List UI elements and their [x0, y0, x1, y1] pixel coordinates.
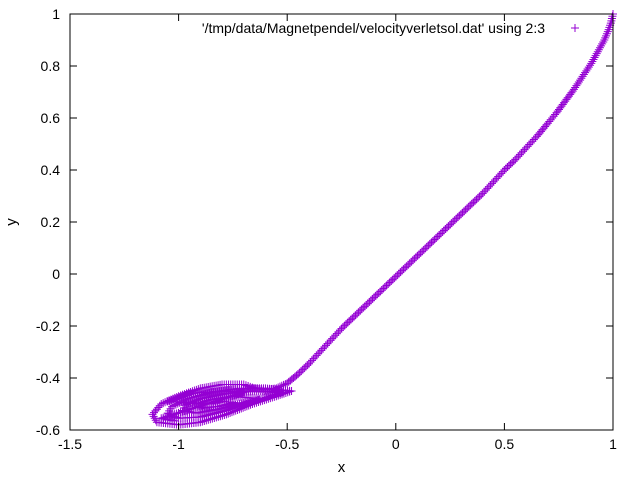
- data-point: [234, 390, 243, 399]
- x-tick-label: 0: [392, 436, 400, 452]
- data-point: [171, 394, 180, 403]
- data-point: [602, 29, 611, 38]
- axis-ticks: -1.5 -1 -0.5 0 0.5 1 -0.6 -0.4 -0.2 0 0.2 0.4 0.6 0.8…: [36, 6, 617, 452]
- data-point: [195, 402, 204, 411]
- data-point: [235, 389, 244, 398]
- data-point: [232, 390, 241, 399]
- data-point: [169, 395, 178, 404]
- data-point: [210, 397, 219, 406]
- data-point: [604, 25, 613, 34]
- data-point: [283, 379, 292, 388]
- data-point: [189, 404, 198, 413]
- data-point: [601, 33, 610, 42]
- data-point: [222, 393, 231, 402]
- x-tick-label: -1: [172, 436, 185, 452]
- data-point: [218, 394, 227, 403]
- data-point: [176, 408, 185, 417]
- data-point: [173, 393, 182, 402]
- data-point: [168, 410, 177, 419]
- y-tick-label: 0.8: [41, 58, 61, 74]
- data-point: [163, 397, 172, 406]
- data-point: [602, 31, 611, 40]
- data-point: [186, 405, 195, 414]
- data-point: [194, 385, 203, 394]
- x-tick-label: 1: [609, 436, 617, 452]
- data-point: [201, 400, 210, 409]
- data-point: [170, 410, 179, 419]
- data-point: [197, 401, 206, 410]
- data-points: [148, 10, 617, 429]
- data-point: [178, 407, 187, 416]
- y-axis-label: y: [3, 218, 20, 226]
- plot-frame: [69, 13, 614, 431]
- legend-marker-plus: [571, 24, 579, 32]
- data-point: [212, 396, 221, 405]
- y-tick-label: -0.4: [36, 370, 60, 386]
- data-point: [193, 402, 202, 411]
- data-point: [261, 393, 270, 402]
- data-point: [183, 390, 192, 399]
- data-point: [608, 12, 617, 21]
- data-point: [214, 396, 223, 405]
- data-point: [209, 397, 218, 406]
- legend: '/tmp/data/Magnetpendel/velocityverletso…: [202, 20, 579, 36]
- data-point: [174, 408, 183, 417]
- x-tick-label: -0.5: [275, 436, 299, 452]
- data-point: [230, 391, 239, 400]
- y-tick-label: 0.4: [41, 162, 61, 178]
- data-point: [207, 398, 216, 407]
- y-tick-label: 0.6: [41, 110, 61, 126]
- data-point: [172, 409, 181, 418]
- data-point: [181, 391, 190, 400]
- y-tick-label: -0.6: [36, 422, 60, 438]
- legend-entry-label: '/tmp/data/Magnetpendel/velocityverletso…: [202, 20, 545, 36]
- data-point: [182, 406, 191, 415]
- data-point: [179, 391, 188, 400]
- x-tick-label: -1.5: [58, 436, 82, 452]
- data-point: [164, 411, 173, 420]
- data-point: [205, 399, 214, 408]
- data-point: [196, 384, 205, 393]
- data-point: [259, 394, 268, 403]
- data-point: [199, 400, 208, 409]
- y-tick-label: 0: [52, 266, 60, 282]
- data-point: [237, 388, 246, 397]
- data-point: [220, 394, 229, 403]
- data-point: [187, 404, 196, 413]
- legend-marker: [571, 24, 579, 32]
- data-point: [226, 392, 235, 401]
- data-point: [228, 391, 237, 400]
- data-point: [180, 407, 189, 416]
- data-point: [165, 396, 174, 405]
- data-point: [603, 27, 612, 36]
- data-point: [167, 395, 176, 404]
- y-tick-label: 1: [52, 6, 60, 22]
- y-tick-label: 0.2: [41, 214, 61, 230]
- data-point: [203, 399, 212, 408]
- data-point: [191, 403, 200, 412]
- data-point: [216, 395, 225, 404]
- data-point: [175, 393, 184, 402]
- data-point: [239, 388, 248, 397]
- data-point: [606, 19, 615, 28]
- data-point: [177, 392, 186, 401]
- data-point: [607, 14, 616, 23]
- data-point: [235, 400, 244, 408]
- data-point: [166, 411, 175, 420]
- x-tick-label: 0.5: [495, 436, 515, 452]
- data-point: [184, 405, 193, 414]
- data-point: [170, 416, 179, 425]
- data-point: [224, 393, 233, 402]
- data-point: [607, 16, 616, 25]
- data-point: [263, 392, 272, 401]
- y-tick-label: -0.2: [36, 318, 60, 334]
- x-axis-label: x: [338, 459, 346, 476]
